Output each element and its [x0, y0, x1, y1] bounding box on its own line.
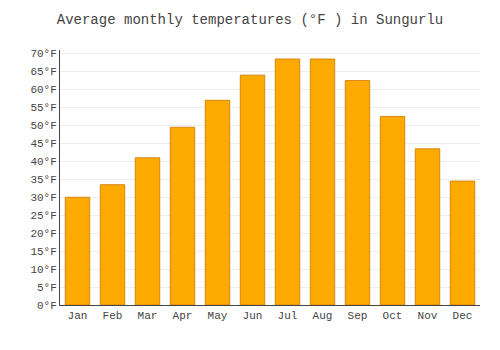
- svg-text:70°F: 70°F: [30, 48, 56, 60]
- svg-text:60°F: 60°F: [30, 84, 56, 96]
- svg-text:Sep: Sep: [348, 310, 368, 322]
- svg-text:0°F: 0°F: [37, 300, 57, 312]
- svg-text:Feb: Feb: [103, 310, 123, 322]
- svg-text:50°F: 50°F: [30, 120, 56, 132]
- svg-text:Average monthly temperatures (: Average monthly temperatures (°F ) in Su…: [57, 12, 443, 28]
- svg-text:Jul: Jul: [278, 310, 298, 322]
- svg-text:15°F: 15°F: [30, 246, 56, 258]
- svg-text:25°F: 25°F: [30, 210, 56, 222]
- svg-text:Oct: Oct: [383, 310, 403, 322]
- svg-text:20°F: 20°F: [30, 228, 56, 240]
- svg-text:65°F: 65°F: [30, 66, 56, 78]
- svg-text:40°F: 40°F: [30, 156, 56, 168]
- svg-text:Dec: Dec: [453, 310, 473, 322]
- svg-text:Apr: Apr: [173, 310, 193, 322]
- svg-text:5°F: 5°F: [37, 282, 57, 294]
- svg-text:Jun: Jun: [243, 310, 263, 322]
- svg-text:30°F: 30°F: [30, 192, 56, 204]
- svg-text:35°F: 35°F: [30, 174, 56, 186]
- svg-text:May: May: [208, 310, 228, 322]
- svg-text:55°F: 55°F: [30, 102, 56, 114]
- svg-text:Aug: Aug: [313, 310, 333, 322]
- svg-text:Jan: Jan: [68, 310, 88, 322]
- svg-text:45°F: 45°F: [30, 138, 56, 150]
- svg-text:Nov: Nov: [418, 310, 438, 322]
- svg-text:10°F: 10°F: [30, 264, 56, 276]
- svg-text:Mar: Mar: [138, 310, 158, 322]
